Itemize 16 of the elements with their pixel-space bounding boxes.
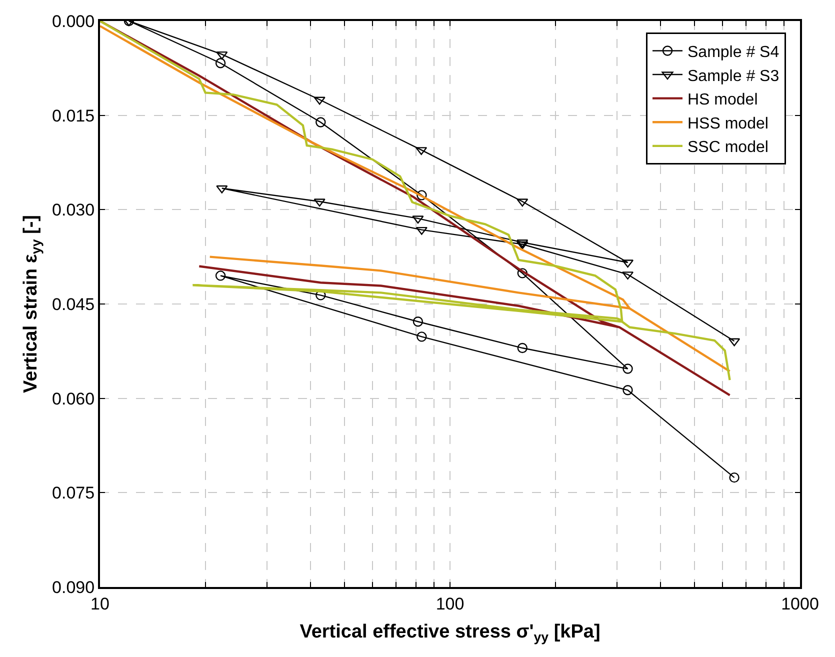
legend-label: Sample # S3	[688, 68, 780, 85]
x-tick-label: 100	[436, 594, 464, 614]
y-tick-label: 0.000	[52, 12, 95, 31]
y-tick-label: 0.060	[52, 389, 95, 408]
y-tick-label: 0.045	[52, 294, 95, 314]
legend-label: Sample # S4	[688, 44, 780, 61]
y-tick-label: 0.015	[52, 106, 95, 126]
legend-label: SSC model	[688, 139, 768, 156]
legend-label: HSS model	[688, 115, 768, 132]
x-tick-label: 10	[90, 594, 110, 614]
x-tick-label: 1000	[781, 594, 819, 614]
x-axis-title: Vertical effective stress σ'$_{yy}$ [kPa]	[300, 622, 600, 645]
y-tick-label: 0.090	[52, 578, 95, 597]
y-tick-label: 0.030	[52, 200, 95, 220]
y-tick-label: 0.075	[52, 484, 95, 503]
legend-label: HS model	[688, 92, 758, 109]
